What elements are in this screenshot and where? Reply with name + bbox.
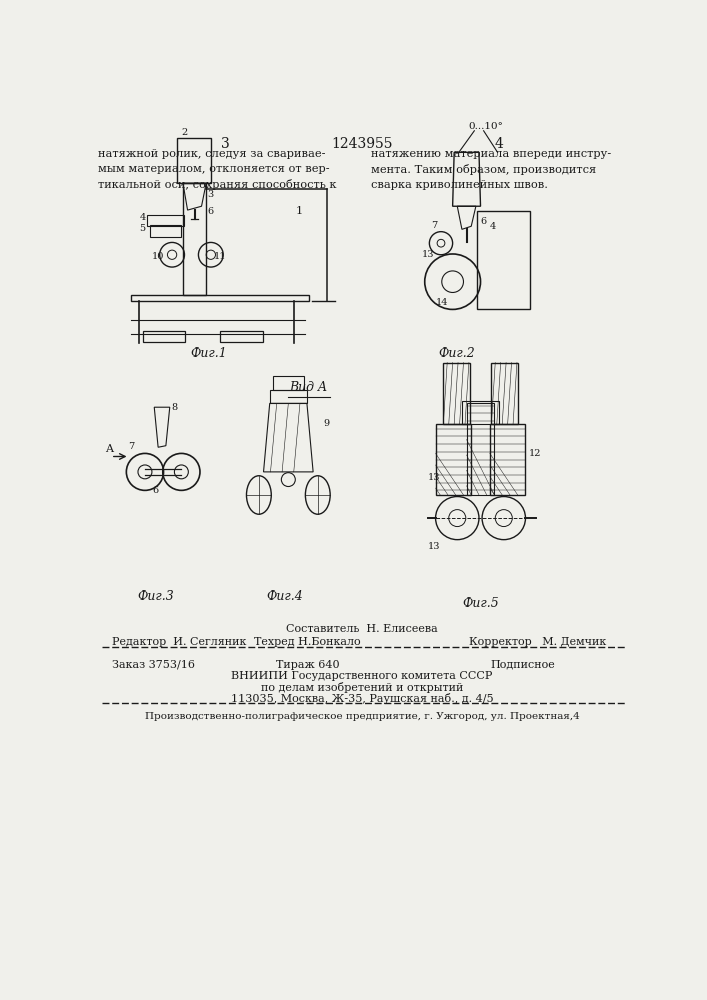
Text: 2: 2 <box>182 128 187 137</box>
Text: Тираж 640: Тираж 640 <box>276 660 339 670</box>
Text: 113035, Москва, Ж-35, Раушская наб., д. 4/5: 113035, Москва, Ж-35, Раушская наб., д. … <box>230 693 493 704</box>
Text: 3: 3 <box>221 137 230 151</box>
Text: натяжению материала впереди инстру-
мента. Таким образом, производится
сварка кр: натяжению материала впереди инстру- мент… <box>371 149 612 190</box>
Text: 1: 1 <box>296 206 303 216</box>
Text: Фиг.1: Фиг.1 <box>190 347 227 360</box>
Bar <box>131 295 309 301</box>
Text: 7: 7 <box>431 221 437 230</box>
Bar <box>467 403 494 495</box>
Text: A: A <box>105 444 112 454</box>
Text: 13: 13 <box>428 473 440 482</box>
Text: 13: 13 <box>428 542 440 551</box>
Text: Вид A: Вид A <box>288 381 327 394</box>
Bar <box>183 183 206 295</box>
Text: натяжной ролик, следуя за свариваe-
мым материалом, отклоняется от вер-
тикально: натяжной ролик, следуя за свариваe- мым … <box>98 149 336 190</box>
Text: 4: 4 <box>495 137 503 151</box>
Text: 14: 14 <box>436 298 448 307</box>
Bar <box>477 211 530 309</box>
Text: Заказ 3753/16: Заказ 3753/16 <box>112 660 194 670</box>
Text: по делам изобретений и открытий: по делам изобретений и открытий <box>261 682 463 693</box>
Text: Производственно-полиграфическое предприятие, г. Ужгород, ул. Проектная,4: Производственно-полиграфическое предприя… <box>144 712 579 721</box>
Text: 7: 7 <box>128 442 134 451</box>
Text: 8: 8 <box>171 403 177 412</box>
Text: Фиг.3: Фиг.3 <box>137 590 174 603</box>
Text: 5: 5 <box>139 224 146 233</box>
Bar <box>143 331 185 342</box>
Bar <box>177 138 211 183</box>
Text: 6: 6 <box>481 217 486 226</box>
Text: 4: 4 <box>490 222 496 231</box>
Bar <box>443 363 469 424</box>
Text: 6: 6 <box>153 486 159 495</box>
Text: Фиг.5: Фиг.5 <box>462 597 499 610</box>
Text: ВНИИПИ Государственного комитета СССР: ВНИИПИ Государственного комитета СССР <box>231 671 493 681</box>
Bar <box>462 401 499 424</box>
Text: 4: 4 <box>139 213 146 222</box>
Text: Фиг.2: Фиг.2 <box>438 347 475 360</box>
Bar <box>220 331 263 342</box>
Bar <box>491 363 518 424</box>
Bar <box>436 424 472 495</box>
Text: 1243955: 1243955 <box>331 137 392 151</box>
Text: Техред Н.Бонкало: Техред Н.Бонкало <box>255 637 361 647</box>
Text: 13: 13 <box>421 250 434 259</box>
Text: 6: 6 <box>208 207 214 216</box>
Text: 0...10°: 0...10° <box>468 122 503 131</box>
Bar <box>151 225 182 237</box>
Text: 9: 9 <box>323 419 329 428</box>
Bar <box>273 376 304 389</box>
Text: Корректор   М. Демчик: Корректор М. Демчик <box>469 637 607 647</box>
Bar <box>147 215 185 226</box>
Text: 3: 3 <box>208 190 214 199</box>
Text: Подписное: Подписное <box>490 660 555 670</box>
Text: Редактор  И. Сегляник: Редактор И. Сегляник <box>112 637 246 647</box>
Bar <box>270 389 307 403</box>
Bar <box>490 424 525 495</box>
Text: 11: 11 <box>214 252 226 261</box>
Text: 12: 12 <box>529 449 541 458</box>
Text: Составитель  Н. Елисеева: Составитель Н. Елисеева <box>286 624 438 634</box>
Text: 10: 10 <box>152 252 164 261</box>
Text: Фиг.4: Фиг.4 <box>266 590 303 603</box>
